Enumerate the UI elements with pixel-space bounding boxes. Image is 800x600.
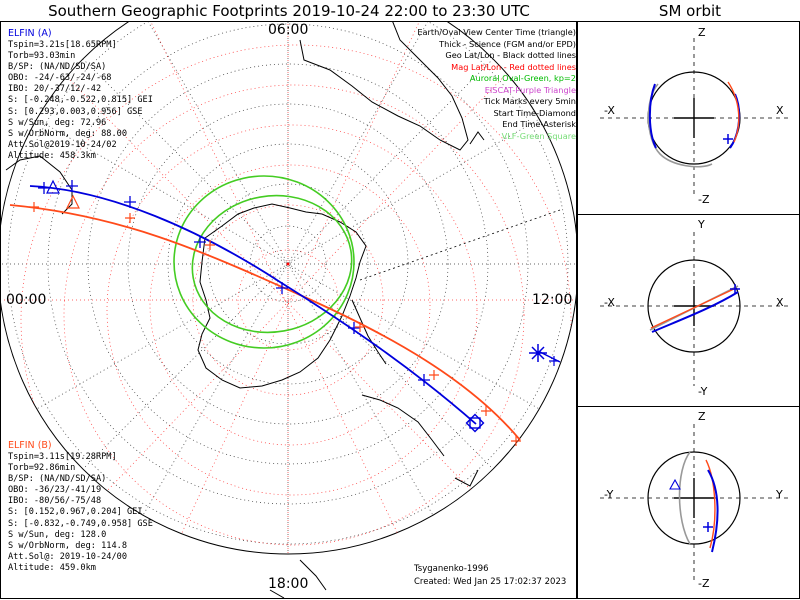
elfin-end-asterisk [529,344,547,362]
elfin-a-header: ELFIN (A) [8,28,52,39]
legend-item: Earth/Oval View Center Time (triangle) [417,27,576,37]
info-line: S w/Sun, deg: 128.0 [8,529,107,540]
info-line: Torb=92.86min [8,463,76,474]
model-credit: Tsyganenko-1996 [414,564,489,574]
legend-item: End Time-Asterisk [502,119,576,129]
info-line: Altitude: 459.0km [8,562,96,573]
auroral-oval-inner [191,194,353,334]
sm-panel-xy [600,232,790,386]
legend-item: VLF-Green Square [501,130,576,141]
legend-item: EISCAT-Purple Triangle [484,84,576,95]
sm-panel-xz [600,38,790,198]
legend-item: Mag Lat/Lon - Red dotted lines [451,61,576,72]
info-line: S: [-0.832,-0.749,0.958] GSE [8,518,153,529]
legend-item: Auroral Oval-Green, kp=2 [469,73,576,83]
page-title: Southern Geographic Footprints 2019-10-2… [48,2,530,20]
panel2-right-label: X [776,296,784,309]
elfin-a-end-segment [539,351,561,363]
elfin-a-track [29,185,477,425]
map-frame [0,21,577,599]
clock-label-top: 06:00 [268,22,309,38]
auroral-oval-outer [173,175,355,349]
view-center [286,262,290,266]
panel1-bottom-label: -Z [698,193,710,206]
info-line: Torb=93.03min [8,51,76,62]
panel1-right-label: X [776,104,784,117]
info-line: S w/Sun, deg: 72.96 [8,117,107,128]
panel3-bottom-label: -Z [698,577,710,590]
info-line: S: [0.152,0.967,0.204] GEI [8,507,143,518]
panel2-left-label: -X [604,296,615,309]
elfin-a-center-triangle [46,179,60,194]
panel3-right-label: Y [776,488,783,501]
clock-label-bottom: 18:00 [268,576,309,592]
panel3-top-label: Z [698,410,706,423]
elfin-b-lines: Tspin=3.11s[19.28RPM] Torb=92.86min B/SP: … [8,452,153,574]
elfin-a-info: ELFIN (A) Tspin=3.21s[18.65RPM] Torb=93.0… [8,28,153,162]
panel1-left-label: -X [604,104,615,117]
info-line: Att.Sol@2019-10-24/02 [8,139,117,150]
panel2-top-label: Y [698,218,705,231]
map-legend: Earth/Oval View Center Time (triangle) Th… [417,27,576,142]
info-line: S w/OrbNorm, deg: 114.8 [8,540,127,551]
info-line: S: [0.293,0.003,0.956] GSE [8,106,143,117]
info-line: S: [-0.248,-0.522,0.815] GEI [8,95,153,106]
sm-orbit-title: SM orbit [658,2,722,20]
panel2-bottom-label: -Y [698,385,708,398]
info-line: S w/OrbNorm, deg: 88.00 [8,128,127,139]
info-line: IBO: -80/56/-75/48 [8,496,102,507]
elfin-a-lines: Tspin=3.21s[18.65RPM] Torb=93.03min B/SP: … [8,40,153,162]
elfin-b-header: ELFIN (B) [8,440,52,451]
elfin-a-ticks [38,180,430,386]
panel1-top-label: Z [698,26,706,39]
info-line: B/SP: (NA/ND/SD/SA) [8,474,107,485]
elfin-b-center-triangle [66,194,80,209]
info-line: B/SP: (NA/ND/SD/SA) [8,62,107,73]
info-line: Tspin=3.21s[18.65RPM] [8,40,117,50]
sm-panel-yz [600,424,790,580]
continent-outlines [5,22,485,598]
info-line: Tspin=3.11s[19.28RPM] [8,452,117,462]
legend-item: Start Time-Diamond [493,107,576,118]
elfin-b-ticks [29,202,521,446]
legend-item: Geo Lat/Lon - Black dotted lines [445,50,576,60]
legend-item: Thick - Science (FGM and/or EPD) [439,38,576,49]
info-line: OBO: -36/23/-41/19 [8,485,102,496]
elfin-b-track [9,204,521,441]
created-credit: Created: Wed Jan 25 17:02:37 2023 [414,577,567,587]
clock-label-left: 00:00 [6,292,47,308]
mag-pole-line [359,209,561,281]
info-line: Att.Sol@: 2019-10-24/00 [8,551,127,562]
legend-item: Tick Marks every 5min [483,96,576,106]
clock-label-right: 12:00 [532,292,573,308]
elfin-a-start-diamond [465,413,485,433]
info-line: IBO: 20/-37/12/-42 [8,84,102,95]
mag-grid [1,22,576,554]
elfin-b-info: ELFIN (B) Tspin=3.11s[19.28RPM] Torb=92.8… [8,440,153,574]
info-line: OBO: -24/-63/-24/-68 [8,73,112,84]
info-line: Altitude: 458.3km [8,150,96,161]
panel3-left-label: -Y [604,488,614,501]
